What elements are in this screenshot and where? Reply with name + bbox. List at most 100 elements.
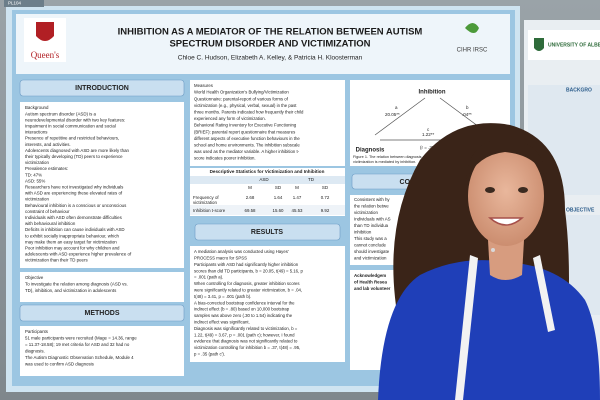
diagram-node: Inhibition <box>419 90 446 96</box>
eye <box>485 187 495 193</box>
intro-text: Presence of repetitive and restricted be… <box>25 136 119 141</box>
title-banner <box>16 14 510 74</box>
poster-title: INHIBITION AS A MEDIATOR OF THE RELATION… <box>118 27 423 38</box>
conclusions-text: should investigate <box>354 249 390 254</box>
intro-text: Background <box>25 105 49 110</box>
intro-text: Behavioural inhibition is a conscious or… <box>25 203 127 208</box>
results-text: samples was above zero (.30 to 1.54) ind… <box>194 313 293 318</box>
objective-box <box>20 272 184 302</box>
measures-text: three months. Parents indicated how freq… <box>194 110 304 115</box>
lanyard <box>455 255 478 400</box>
methods-text: Participants <box>25 329 49 334</box>
cihr-leaf <box>465 23 479 33</box>
section-heading-box <box>194 223 341 241</box>
poster-authors: Chloe C. Hudson, Elizabeth A. Kelley, & … <box>178 55 363 62</box>
section-heading: RESULTS <box>251 229 283 236</box>
diagram-label: (r = .37) <box>420 145 436 150</box>
table-cell: 0.72 <box>321 195 330 200</box>
intro-text: constraint of behaviour <box>25 209 70 214</box>
methods-text: diagnosis. <box>25 349 45 354</box>
conclusions-text: inhibition <box>354 230 372 235</box>
measures-text: different aspects of executive function … <box>194 136 300 141</box>
measures-text: (BRIEF): parental report questionnaire t… <box>194 129 295 134</box>
earring <box>491 248 495 252</box>
queens-crest <box>36 22 54 41</box>
ack-text: of Health Resea <box>354 280 387 285</box>
intro-text: interactions <box>25 130 48 135</box>
diagram-label: c <box>427 127 430 132</box>
intro-text: Researchers have not investigated why in… <box>25 184 124 189</box>
conclusions-text: than TD individua <box>354 223 389 228</box>
diagram-label: b <box>466 105 469 110</box>
results-text: A mediation analysis was conducted using… <box>194 249 289 254</box>
ack-text: Acknowledgem <box>354 273 386 278</box>
diagram-node: Diagnosis <box>356 148 385 154</box>
poster-title: SPECTRUM DISORDER AND VICTIMIZATION <box>169 39 370 50</box>
intro-text: victimization <box>25 160 49 165</box>
results-text: 1.22, t(49) = 3.67, p = .001 (path c); h… <box>194 332 295 337</box>
results-text: were significantly related to greater vi… <box>194 288 302 293</box>
methods-text: was used to confirm ASD diagnosis <box>25 362 95 367</box>
intro-text: may make them an easy target for victimi… <box>25 239 117 244</box>
results-text: t(48) = 3.41, p = .001 (path b). <box>194 294 251 299</box>
intro-text: victimization than their TD peers <box>25 258 88 263</box>
table-column: SD <box>275 185 282 190</box>
intro-text: Deficits in inhibition can cause individ… <box>25 227 125 232</box>
section-heading: METHODS <box>85 310 120 317</box>
table-cell: 15.60 <box>273 208 285 213</box>
measures-text: was used as the mediator variable. A hig… <box>194 149 300 154</box>
measures-box <box>190 80 345 166</box>
intro-text: neurodevelopmental disorder with two key… <box>25 117 125 122</box>
measures-text: Behavioral Rating Inventory for Executiv… <box>194 123 297 128</box>
measures-text: score indicates poorer inhibition. <box>194 156 256 161</box>
conclusions-text: Individuals with AS <box>354 217 391 222</box>
intro-text: ASD: 55% <box>25 178 45 183</box>
results-text: scores than did TD participants, b = 20.… <box>194 268 303 273</box>
results-text: p = .35 (path c'). <box>194 352 225 357</box>
objective-text: TD), inhibition, and victimization in ad… <box>25 288 117 293</box>
diagram-caption: Figure 1. The relation between diagnosis… <box>353 155 429 159</box>
intro-text: victimization <box>25 197 49 202</box>
table-row-label: victimization <box>193 200 217 205</box>
results-text: PROCESS macro for SPSS <box>194 256 247 261</box>
diagram-label: 20.05** <box>385 112 400 117</box>
intro-text: Autism spectrum disorder (ASD) is a <box>25 111 97 116</box>
measures-text: Measures <box>194 83 213 88</box>
results-box <box>190 246 345 362</box>
logo-right: CIHR IRSC <box>457 48 488 54</box>
hair-fringe <box>466 139 548 185</box>
neighbor-logo: UNIVERSITY OF ALBERTA <box>548 42 600 48</box>
table-cell: 9.92 <box>321 208 330 213</box>
section-heading-box <box>19 79 185 97</box>
face <box>468 146 544 246</box>
board-number: PL104 <box>8 1 22 6</box>
objective-text: Objective <box>25 275 44 280</box>
section-heading: INTRODUCTION <box>75 85 129 92</box>
intro-text: with behavioural inhibition <box>25 221 76 226</box>
path-a-arrow <box>374 97 426 136</box>
section-heading-box <box>19 304 185 322</box>
diagram-label: a <box>395 105 398 110</box>
diagram-label: .04** <box>462 112 472 117</box>
table-cell: 2.68 <box>246 195 255 200</box>
table-column: M <box>295 185 299 190</box>
results-text: indirect effect (b = .80) based on 10,00… <box>194 307 290 312</box>
table-cell: 69.58 <box>245 208 257 213</box>
methods-text: 51 male participants were recruited (Mag… <box>25 336 137 341</box>
results-text: = .001 (path a). <box>194 275 223 280</box>
table-group: TD <box>308 177 315 182</box>
table-cell: 1.47 <box>293 195 302 200</box>
intro-text: Poor inhibition may account for why chil… <box>25 245 120 250</box>
methods-text: The Autism Diagnostic Observation Schedu… <box>25 355 134 360</box>
intro-text: Individuals with ASD often demonstrate d… <box>25 215 123 220</box>
results-text: When controlling for diagnosis, greater … <box>194 281 300 286</box>
intro-text: Impairment in social communication and s… <box>25 123 116 128</box>
diagram-label: 1.22** <box>422 132 435 137</box>
intro-text: Adolescents diagnosed with ASD are more … <box>25 148 130 153</box>
measures-text: Questionnaire: parental-report of variou… <box>194 96 289 101</box>
intro-text: adolescents with ASD experience higher p… <box>25 252 132 257</box>
intro-text: with ASD are experiencing these elevated… <box>25 191 123 196</box>
intro-text: Prevalence estimates: <box>25 166 68 171</box>
